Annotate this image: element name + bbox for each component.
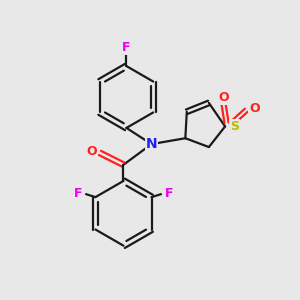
- Text: S: S: [230, 120, 239, 133]
- Text: O: O: [218, 91, 229, 103]
- Text: F: F: [165, 187, 173, 200]
- Text: O: O: [86, 145, 97, 158]
- Text: O: O: [249, 102, 260, 115]
- Text: F: F: [74, 187, 82, 200]
- Text: F: F: [122, 41, 131, 54]
- Text: N: N: [146, 137, 157, 151]
